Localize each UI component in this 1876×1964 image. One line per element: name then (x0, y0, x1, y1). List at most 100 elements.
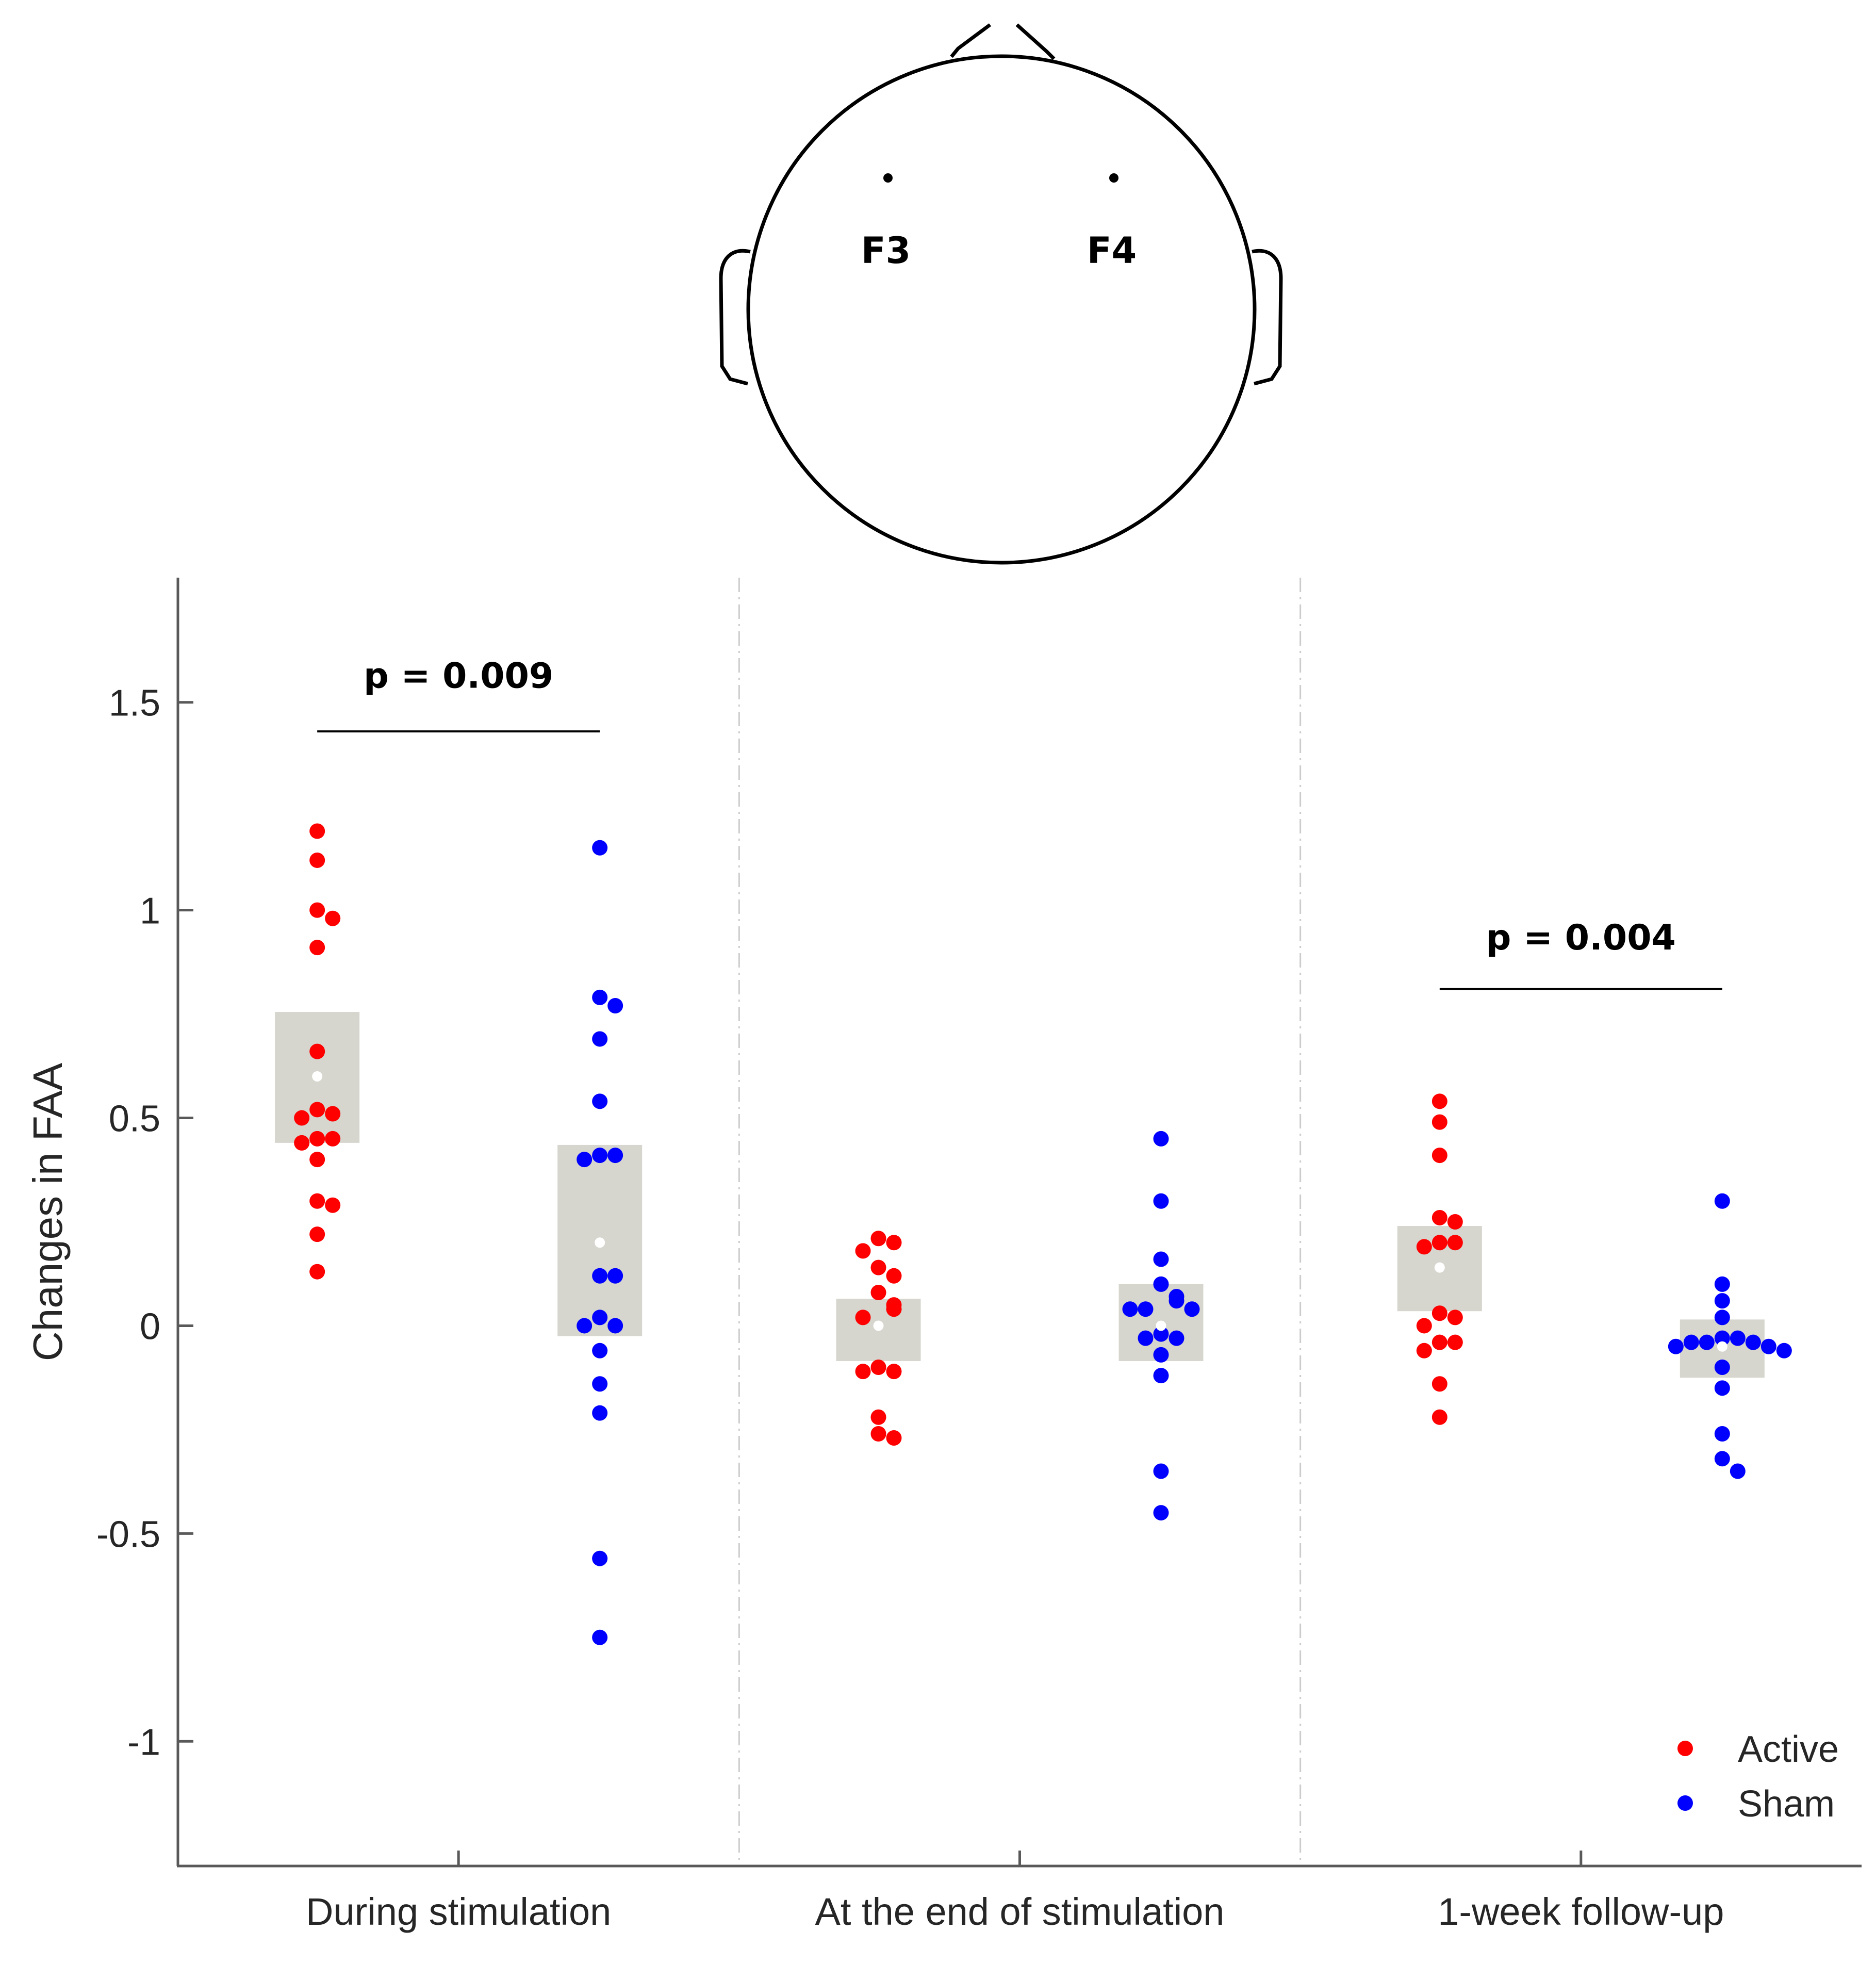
active-point (1431, 1376, 1447, 1392)
sham-point (592, 840, 608, 856)
active-point (1431, 1209, 1447, 1225)
active-point (294, 1110, 310, 1126)
sham-point (1714, 1330, 1730, 1346)
sham-point (1730, 1463, 1746, 1479)
active-mean-marker (312, 1071, 323, 1082)
active-point (325, 1106, 341, 1122)
y-tick-label: -0.5 (96, 1514, 160, 1555)
active-point (1447, 1310, 1463, 1325)
sham-point (1153, 1251, 1169, 1267)
sham-mean-marker (595, 1237, 605, 1248)
electrode-f4-label: F4 (1087, 230, 1137, 272)
group-boxes (275, 1012, 1765, 1378)
p-value-label: p = 0.004 (1486, 918, 1676, 958)
active-point (1447, 1235, 1463, 1251)
active-point (886, 1430, 902, 1446)
head-outline (746, 54, 1257, 565)
sham-point (592, 1376, 608, 1392)
sham-point (592, 1310, 608, 1325)
sham-point (1169, 1293, 1184, 1309)
sham-point (1153, 1347, 1169, 1363)
sham-point (592, 1093, 608, 1109)
active-point (1431, 1334, 1447, 1350)
sham-point (592, 989, 608, 1005)
active-point (855, 1310, 871, 1325)
sham-point (1153, 1368, 1169, 1384)
sham-point (607, 1148, 623, 1164)
sham-point (1699, 1334, 1715, 1350)
active-point (1431, 1093, 1447, 1109)
sham-point (1745, 1334, 1761, 1350)
sham-point (1153, 1505, 1169, 1521)
legend-sham-marker (1677, 1795, 1693, 1811)
sham-point (577, 1152, 593, 1168)
active-point (886, 1235, 902, 1251)
sham-mean-marker (1717, 1341, 1727, 1352)
legend-active-marker (1677, 1741, 1693, 1756)
sham-point (1122, 1301, 1138, 1317)
active-point (1431, 1409, 1447, 1425)
sham-point (1714, 1276, 1730, 1292)
active-point (1431, 1305, 1447, 1321)
active-point (309, 1152, 325, 1168)
sham-point (1714, 1426, 1730, 1442)
group-dividers (738, 578, 1302, 1866)
active-point (309, 902, 325, 918)
active-point (855, 1243, 871, 1259)
x-tick-label: During stimulation (306, 1890, 611, 1933)
y-tick-label: 0.5 (109, 1099, 160, 1140)
sham-point (1714, 1193, 1730, 1209)
active-point (309, 1193, 325, 1209)
active-point (309, 1264, 325, 1280)
legend-sham-label: Sham (1738, 1783, 1835, 1825)
electrode-f4-dot (1109, 173, 1118, 183)
active-point (870, 1426, 886, 1442)
active-point (309, 1043, 325, 1059)
active-point (1431, 1148, 1447, 1164)
sham-point (592, 1031, 608, 1047)
active-point (886, 1301, 902, 1317)
sham-point (1153, 1463, 1169, 1479)
sham-point (1153, 1326, 1169, 1342)
x-tick-label: 1-week follow-up (1438, 1890, 1724, 1933)
sham-point (607, 997, 623, 1013)
y-tick-label: 1 (140, 891, 160, 932)
active-point (1431, 1114, 1447, 1130)
sham-point (1138, 1301, 1154, 1317)
active-point (309, 1226, 325, 1242)
sham-point (1184, 1301, 1200, 1317)
active-point (325, 1131, 341, 1147)
sham-point (1714, 1451, 1730, 1467)
sham-point (1683, 1334, 1699, 1350)
y-ticks: -1 -0.5 0 0.5 1 1.5 (96, 683, 193, 1763)
active-point (855, 1364, 871, 1380)
active-point (325, 910, 341, 926)
active-point (309, 1131, 325, 1147)
active-point (870, 1259, 886, 1275)
active-point (870, 1360, 886, 1376)
sham-mean-marker (1156, 1320, 1166, 1331)
sham-point (1668, 1338, 1684, 1354)
active-point (870, 1284, 886, 1300)
nose-icon (950, 23, 1056, 60)
active-point (309, 940, 325, 956)
active-point (870, 1231, 886, 1247)
sham-point (1714, 1360, 1730, 1376)
right-ear-icon (1252, 249, 1283, 386)
active-mean-marker (873, 1320, 884, 1331)
sham-point (1153, 1276, 1169, 1292)
sham-point (1776, 1343, 1792, 1359)
active-point (1416, 1318, 1432, 1334)
electrode-f3-label: F3 (861, 230, 911, 272)
active-point (1447, 1214, 1463, 1230)
active-point (309, 852, 325, 868)
axes (176, 578, 1862, 1868)
left-ear-icon (719, 249, 751, 386)
active-point (309, 823, 325, 839)
legend-active-label: Active (1738, 1729, 1839, 1770)
active-point (886, 1364, 902, 1380)
sham-point (1169, 1330, 1184, 1346)
active-point (1416, 1239, 1432, 1255)
y-axis-label: Changes in FAA (25, 1062, 71, 1361)
head-diagram: F3 F4 (719, 23, 1283, 565)
